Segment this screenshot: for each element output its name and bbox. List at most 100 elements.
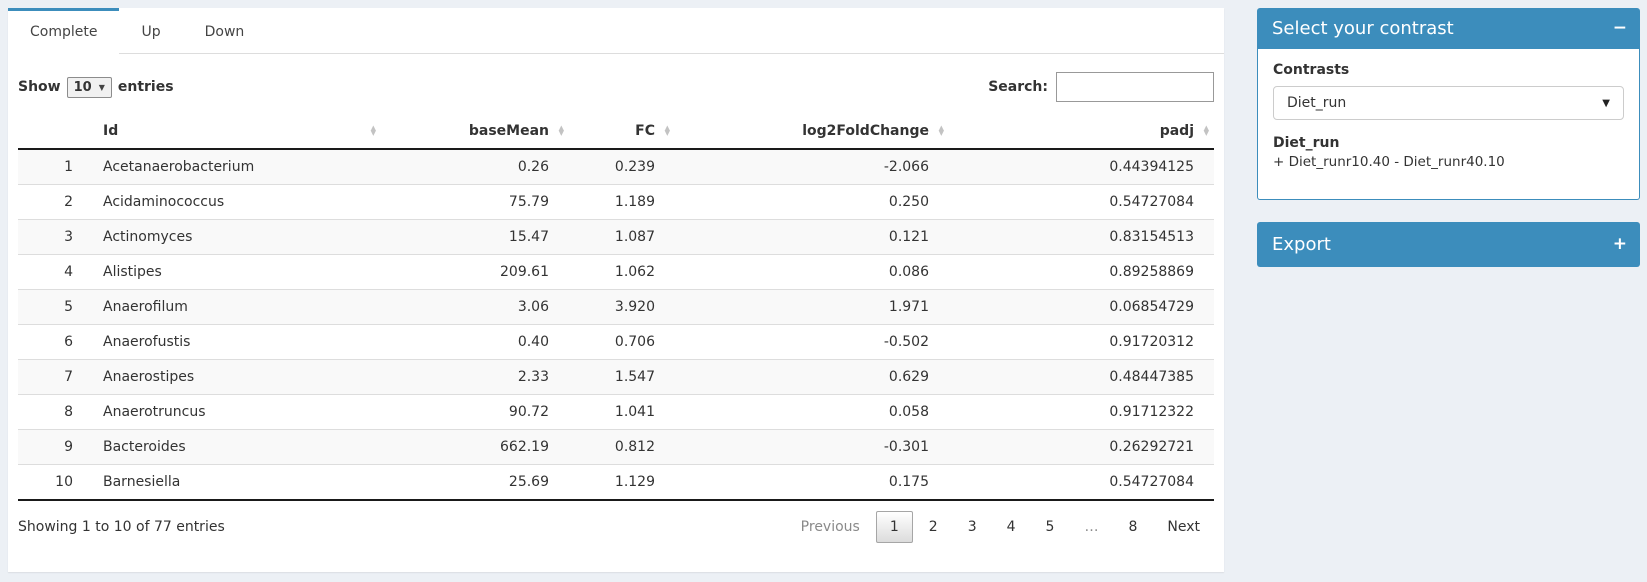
search-input[interactable] [1056, 72, 1214, 102]
cell-log2foldchange: -2.066 [675, 149, 949, 185]
cell-log2foldchange: 0.086 [675, 254, 949, 290]
cell-fc: 1.041 [569, 394, 675, 430]
contrast-box-header[interactable]: Select your contrast − [1257, 8, 1640, 49]
export-box-title: Export [1272, 234, 1331, 255]
table-row[interactable]: 7 Anaerostipes 2.33 1.547 0.629 0.48447385 [18, 359, 1214, 395]
contrast-box-body: Contrasts Diet_run ▼ Diet_run + Diet_run… [1257, 49, 1640, 200]
cell-padj: 0.44394125 [949, 149, 1214, 185]
export-box-header[interactable]: Export + [1257, 222, 1640, 267]
cell-basemean: 90.72 [381, 394, 569, 430]
column-header-fc[interactable]: FC ▲ ▼ [569, 114, 675, 150]
contrast-box: Select your contrast − Contrasts Diet_ru… [1257, 8, 1640, 200]
cell-padj: 0.48447385 [949, 359, 1214, 395]
table-row[interactable]: 4 Alistipes 209.61 1.062 0.086 0.89258869 [18, 254, 1214, 290]
cell-fc: 0.706 [569, 324, 675, 360]
table-row[interactable]: 1 Acetanaerobacterium 0.26 0.239 -2.066 0.443… [18, 149, 1214, 185]
cell-log2foldchange: 0.629 [675, 359, 949, 395]
page-button-5[interactable]: 5 [1045, 519, 1055, 535]
cell-padj: 0.54727084 [949, 464, 1214, 501]
cell-id: Anaerofilum [93, 289, 381, 325]
cell-padj: 0.54727084 [949, 184, 1214, 220]
column-header-log2foldchange[interactable]: log2FoldChange ▲ ▼ [675, 114, 949, 150]
cell-index: 6 [18, 324, 93, 360]
cell-id: Actinomyces [93, 219, 381, 255]
cell-index: 4 [18, 254, 93, 290]
page-button-1[interactable]: 1 [875, 511, 913, 543]
tab-content: Show 10 ▼ entries Search: Id ▲ ▼ baseMean ▲ ▼ FC ▲… [8, 54, 1224, 543]
collapse-minus-icon[interactable]: − [1612, 18, 1627, 38]
cell-id: Anaerofustis [93, 324, 381, 360]
cell-padj: 0.91720312 [949, 324, 1214, 360]
cell-id: Acetanaerobacterium [93, 149, 381, 185]
tab-complete-label: Complete [30, 24, 98, 40]
cell-padj: 0.89258869 [949, 254, 1214, 290]
table-row[interactable]: 2 Acidaminococcus 75.79 1.189 0.250 0.5472708… [18, 184, 1214, 220]
cell-log2foldchange: 1.971 [675, 289, 949, 325]
contrast-box-title: Select your contrast [1272, 18, 1454, 39]
page-button-2[interactable]: 2 [928, 519, 938, 535]
cell-log2foldchange: -0.301 [675, 429, 949, 465]
table-row[interactable]: 9 Bacteroides 662.19 0.812 -0.301 0.26292721 [18, 429, 1214, 465]
contrast-dropdown[interactable]: Diet_run ▼ [1273, 86, 1624, 120]
entries-label: entries [117, 78, 174, 95]
cell-index: 10 [18, 464, 93, 501]
page-button-4[interactable]: 4 [1006, 519, 1016, 535]
cell-index: 7 [18, 359, 93, 395]
table-row[interactable]: 8 Anaerotruncus 90.72 1.041 0.058 0.91712322 [18, 394, 1214, 430]
table-row[interactable]: 6 Anaerofustis 0.40 0.706 -0.502 0.91720312 [18, 324, 1214, 360]
column-header-basemean[interactable]: baseMean ▲ ▼ [381, 114, 569, 150]
column-label: FC [635, 123, 655, 139]
sort-icon: ▲ ▼ [938, 124, 944, 137]
column-label: log2FoldChange [802, 123, 929, 139]
cell-basemean: 3.06 [381, 289, 569, 325]
entries-per-page-select[interactable]: 10 ▼ [66, 76, 112, 98]
pagination: Previous 1 2 3 4 5 … 8 Next [785, 511, 1214, 543]
table-row[interactable]: 5 Anaerofilum 3.06 3.920 1.971 0.06854729 [18, 289, 1214, 325]
results-tab-bar: Complete Up Down [8, 8, 1224, 54]
table-row[interactable]: 10 Barnesiella 25.69 1.129 0.175 0.54727084 [18, 464, 1214, 501]
page-button-3[interactable]: 3 [967, 519, 977, 535]
cell-id: Acidaminococcus [93, 184, 381, 220]
cell-id: Anaerotruncus [93, 394, 381, 430]
cell-padj: 0.91712322 [949, 394, 1214, 430]
tab-complete[interactable]: Complete [8, 8, 120, 54]
page-button-next[interactable]: Next [1167, 519, 1200, 535]
contrast-formula: + Diet_runr10.40 - Diet_runr40.10 [1273, 154, 1505, 170]
page-button-…: … [1084, 519, 1099, 535]
page-button-previous: Previous [800, 519, 860, 535]
column-header-id[interactable]: Id ▲ ▼ [93, 114, 381, 150]
table-header-row: Id ▲ ▼ baseMean ▲ ▼ FC ▲ ▼ log2FoldChange ▲ ▼ padj ▲ ▼ [18, 114, 1214, 150]
cell-id: Barnesiella [93, 464, 381, 501]
sort-icon: ▲ ▼ [370, 124, 376, 137]
cell-log2foldchange: 0.058 [675, 394, 949, 430]
cell-id: Bacteroides [93, 429, 381, 465]
cell-log2foldchange: 0.121 [675, 219, 949, 255]
table-info: Showing 1 to 10 of 77 entries [18, 519, 225, 535]
chevron-down-icon: ▼ [1602, 97, 1610, 109]
table-row[interactable]: 3 Actinomyces 15.47 1.087 0.121 0.83154513 [18, 219, 1214, 255]
cell-basemean: 662.19 [381, 429, 569, 465]
page-button-8[interactable]: 8 [1128, 519, 1138, 535]
tab-down[interactable]: Down [183, 8, 267, 53]
cell-basemean: 25.69 [381, 464, 569, 501]
column-header-padj[interactable]: padj ▲ ▼ [949, 114, 1214, 150]
cell-padj: 0.06854729 [949, 289, 1214, 325]
cell-basemean: 15.47 [381, 219, 569, 255]
search-label: Search: [988, 79, 1048, 95]
cell-fc: 3.920 [569, 289, 675, 325]
select-caret-icon: ▼ [98, 82, 105, 92]
table-filter: Search: [988, 72, 1214, 102]
sort-icon: ▲ ▼ [664, 124, 670, 137]
table-body: 1 Acetanaerobacterium 0.26 0.239 -2.066 0.443… [18, 149, 1214, 501]
cell-fc: 0.239 [569, 149, 675, 185]
cell-id: Anaerostipes [93, 359, 381, 395]
cell-basemean: 209.61 [381, 254, 569, 290]
tab-up[interactable]: Up [119, 8, 182, 53]
contrast-name: Diet_run [1273, 135, 1340, 151]
cell-basemean: 75.79 [381, 184, 569, 220]
cell-id: Alistipes [93, 254, 381, 290]
expand-plus-icon[interactable]: + [1612, 234, 1627, 254]
contrast-dropdown-value: Diet_run [1287, 95, 1347, 111]
sort-icon: ▲ ▼ [1203, 124, 1209, 137]
entries-length-control: Show 10 ▼ entries [18, 76, 174, 98]
